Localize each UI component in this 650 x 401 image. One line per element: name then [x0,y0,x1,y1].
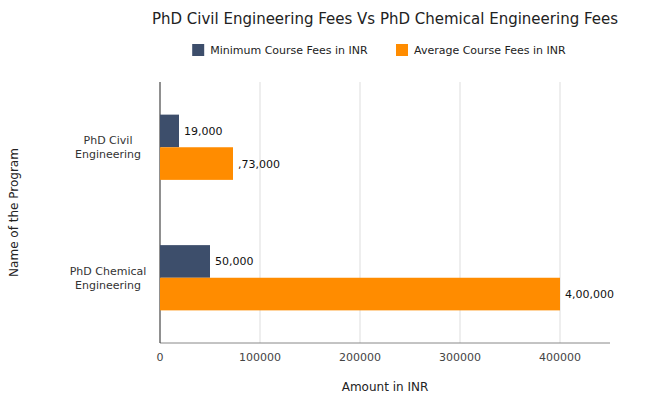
category-label: PhD ChemicalEngineering [70,265,147,292]
legend-swatch [396,44,408,56]
data-label: 50,000 [215,255,254,268]
title: PhD Civil Engineering Fees Vs PhD Chemic… [152,10,618,28]
chart: PhD Civil Engineering Fees Vs PhD Chemic… [0,0,650,401]
bar [160,278,560,311]
tick-label: 0 [157,351,164,364]
category-label: PhD CivilEngineering [75,134,141,161]
y-axis-label: Name of the Program [7,148,21,277]
tick-label: 400000 [539,351,581,364]
data-label: 4,00,000 [565,288,614,301]
legend: Minimum Course Fees in INR Average Course… [192,44,566,57]
data-labels: 50,000 19,000 4,00,000 ,73,000 [184,125,614,301]
category-label-line: Engineering [75,279,141,292]
tick-label: 300000 [439,351,481,364]
category-label-line: PhD Chemical [70,265,147,278]
tick-label: 200000 [339,351,381,364]
bar [160,147,233,180]
x-axis-line [160,343,610,344]
x-axis: 0 100000 200000 300000 400000 [157,82,611,364]
category-label-line: PhD Civil [84,134,133,147]
tick-label: 100000 [239,351,281,364]
bar [160,245,210,278]
legend-label: Average Course Fees in INR [414,44,566,57]
legend-swatch [192,44,204,56]
legend-label: Minimum Course Fees in INR [210,44,368,57]
category-label-line: Engineering [75,148,141,161]
x-axis-label: Amount in INR [342,380,429,394]
data-label: 19,000 [184,125,223,138]
bars [160,115,560,311]
bar [160,115,179,148]
data-label: ,73,000 [238,158,280,171]
